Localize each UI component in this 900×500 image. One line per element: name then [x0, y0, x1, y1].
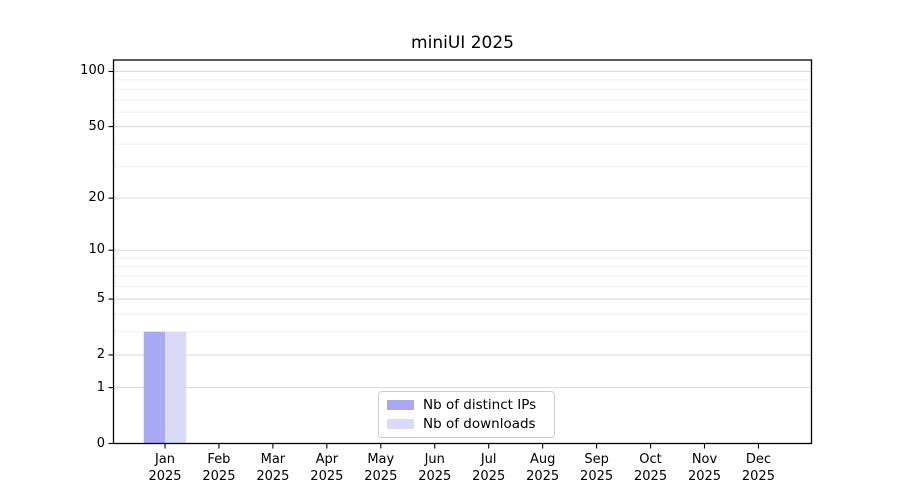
bar-distinct-ips [143, 331, 165, 444]
legend-item-downloads: Nb of downloads [387, 415, 554, 434]
x-tick-label: Oct 2025 [634, 451, 668, 485]
legend-label-downloads: Nb of downloads [423, 416, 536, 432]
y-tick-label: 20 [88, 190, 105, 206]
y-tick-label: 2 [96, 346, 105, 362]
legend-swatch-distinct-ips [387, 399, 414, 411]
x-tick-label: Dec 2025 [741, 451, 775, 485]
x-tick-label: Aug 2025 [526, 451, 560, 485]
x-tick-label: Jun 2025 [418, 451, 452, 485]
x-tick-label: May 2025 [364, 451, 398, 485]
bar-downloads [165, 331, 187, 444]
x-tick-label: Jan 2025 [148, 451, 182, 485]
legend-item-distinct-ips: Nb of distinct IPs [387, 396, 554, 415]
x-tick-label: Nov 2025 [687, 451, 722, 485]
legend-swatch-downloads [387, 418, 414, 430]
x-tick-label: Mar 2025 [256, 451, 290, 485]
plot-frame [112, 59, 813, 445]
y-tick-label: 5 [96, 291, 105, 307]
legend: Nb of distinct IPs Nb of downloads [378, 391, 555, 438]
y-tick-label: 1 [96, 379, 105, 395]
y-tick-label: 100 [80, 63, 105, 79]
chart-title: miniUI 2025 [411, 33, 514, 53]
y-tick-label: 0 [96, 435, 105, 451]
x-tick-label: Feb 2025 [202, 451, 236, 485]
y-tick-label: 50 [88, 118, 105, 134]
x-tick-label: Apr 2025 [310, 451, 344, 485]
x-tick-label: Sep 2025 [580, 451, 614, 485]
legend-label-distinct-ips: Nb of distinct IPs [423, 397, 537, 413]
y-tick-label: 10 [88, 242, 105, 258]
x-tick-label: Jul 2025 [472, 451, 506, 485]
